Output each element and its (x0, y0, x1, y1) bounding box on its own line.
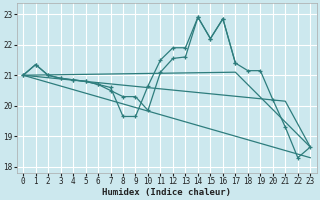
X-axis label: Humidex (Indice chaleur): Humidex (Indice chaleur) (102, 188, 231, 197)
